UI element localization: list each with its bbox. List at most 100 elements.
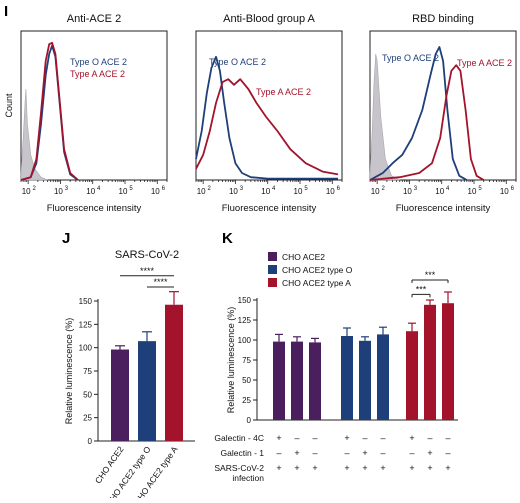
histogram-3-tick-exponent: 2 [381, 186, 385, 192]
histogram-2-tick-label: 10 [261, 187, 270, 196]
bar-j-y-tick-label: 0 [88, 437, 93, 446]
bar-k-condition-symbol: + [294, 448, 299, 458]
bar-k-y-tick-label: 50 [242, 376, 251, 385]
bar-k-condition-symbol: – [409, 448, 414, 458]
bar-j-y-tick-label: 75 [83, 367, 92, 376]
histogram-1-tick-label: 10 [119, 187, 128, 196]
bar-k-condition-symbol: + [294, 463, 299, 473]
histogram-3-tick-label: 10 [468, 187, 477, 196]
histogram-2-tick-exponent: 2 [207, 186, 211, 192]
panel-label-j: J [62, 230, 70, 247]
bar-k-condition-symbol: + [427, 463, 432, 473]
histogram-1-tick-exponent: 5 [129, 186, 133, 192]
bar-k-legend-swatch [268, 265, 277, 274]
panel-label-i: I [4, 3, 8, 20]
bar-k-ylabel: Relative luminescence (%) [226, 307, 236, 414]
bar-j-y-tick-label: 125 [79, 320, 93, 329]
bar-k-condition-symbol: + [312, 463, 317, 473]
bar-j-y-tick-label: 50 [83, 390, 92, 399]
histogram-2-tick-label: 10 [197, 187, 206, 196]
bar-k-condition-symbol: – [312, 433, 317, 443]
histogram-1-tick-label: 10 [86, 187, 95, 196]
histogram-3-legend-type-a: Type A ACE 2 [457, 58, 512, 68]
histogram-3-frame [369, 30, 517, 181]
histogram-3-tick-label: 10 [371, 187, 380, 196]
histogram-1-legend-type-o: Type O ACE 2 [70, 57, 127, 67]
bar-k-condition-symbol: – [294, 433, 299, 443]
histogram-3-tick-exponent: 6 [511, 186, 515, 192]
panel-label-k: K [222, 230, 233, 247]
histogram-3-tick-label: 10 [500, 187, 509, 196]
bar-k-y-tick-label: 25 [242, 396, 251, 405]
histogram-2-xlabel: Fluorescence intensity [222, 203, 317, 214]
histogram-2-tick-label: 10 [294, 187, 303, 196]
histogram-2-legend-type-a: Type A ACE 2 [256, 87, 311, 97]
bar-k-condition-symbol: – [445, 448, 450, 458]
histogram-1-xlabel: Fluorescence intensity [47, 203, 142, 214]
bar-k-y-tick-label: 150 [238, 296, 252, 305]
bar-k-condition-symbol: – [312, 448, 317, 458]
bar-k-condition-symbol: – [276, 448, 281, 458]
bar-k-condition-symbol: – [445, 433, 450, 443]
bar-k-bar [442, 303, 454, 420]
histogram-1-title: Anti-ACE 2 [67, 13, 121, 25]
bar-k-bar [359, 340, 371, 420]
bar-k-condition-symbol: – [380, 448, 385, 458]
histogram-1-tick-exponent: 6 [162, 186, 166, 192]
bar-k-legend-swatch [268, 252, 277, 261]
histogram-1-tick-exponent: 2 [32, 186, 36, 192]
histogram-1-frame [20, 30, 168, 181]
bar-j-significance-label: **** [140, 266, 155, 276]
histogram-3-xlabel: Fluorescence intensity [396, 203, 491, 214]
bar-k-significance-label: *** [425, 270, 436, 280]
bar-k-condition-label: infection [232, 473, 264, 483]
histogram-2-tick-exponent: 5 [304, 186, 308, 192]
bar-j-bar [138, 341, 156, 441]
bar-k-legend-label: CHO ACE2 [282, 252, 325, 262]
histogram-2-tick-exponent: 6 [337, 186, 341, 192]
bar-k-condition-symbol: – [344, 448, 349, 458]
bar-k-condition-symbol: + [445, 463, 450, 473]
histogram-3-tick-exponent: 3 [414, 186, 418, 192]
bar-k-legend-label: CHO ACE2 type A [282, 278, 351, 288]
bar-k-condition-symbol: + [427, 448, 432, 458]
bar-k-bar [406, 331, 418, 420]
bar-k-significance-label: *** [416, 284, 427, 294]
bar-j-y-tick-label: 25 [83, 414, 92, 423]
bar-k-condition-label: SARS-CoV-2 [214, 463, 264, 473]
bar-k-condition-label: Galectin - 4C [214, 433, 264, 443]
bar-j-significance-label: **** [153, 277, 168, 287]
bar-k-condition-symbol: – [427, 433, 432, 443]
bar-k-condition-symbol: + [362, 448, 367, 458]
bar-j-bar [165, 304, 183, 441]
bar-k-condition-symbol: + [362, 463, 367, 473]
histogram-1-tick-label: 10 [151, 187, 160, 196]
histogram-2-series-type-a [195, 78, 339, 176]
bar-k-legend-swatch [268, 278, 277, 287]
histogram-2-legend-type-o: Type O ACE 2 [209, 57, 266, 67]
histogram-1-tick-exponent: 3 [65, 186, 69, 192]
histogram-1-tick-label: 10 [54, 187, 63, 196]
bar-j-y-tick-label: 100 [79, 344, 93, 353]
bar-k-bar [341, 336, 353, 420]
bar-k-condition-symbol: + [276, 433, 281, 443]
bar-k-legend-label: CHO ACE2 type O [282, 265, 353, 275]
histogram-1-ylabel: Count [4, 93, 14, 118]
bar-k-condition-symbol: – [362, 433, 367, 443]
histogram-2-series-type-o [195, 55, 338, 180]
bar-k-y-tick-label: 125 [238, 316, 252, 325]
histogram-3-series-type-o [369, 46, 468, 181]
histogram-2-tick-label: 10 [229, 187, 238, 196]
histogram-1-series-type-a [20, 41, 79, 181]
bar-j-title: SARS-CoV-2 [115, 249, 179, 261]
histogram-3-tick-exponent: 5 [478, 186, 482, 192]
histogram-3-legend-type-o: Type O ACE 2 [382, 53, 439, 63]
histogram-3-tick-label: 10 [403, 187, 412, 196]
histogram-3-series-type-a [369, 64, 485, 181]
histogram-2-tick-exponent: 3 [240, 186, 244, 192]
bar-k-condition-symbol: + [380, 463, 385, 473]
bar-k-bar [291, 341, 303, 420]
bar-k-bar [273, 341, 285, 420]
bar-j-y-tick-label: 150 [79, 297, 93, 306]
